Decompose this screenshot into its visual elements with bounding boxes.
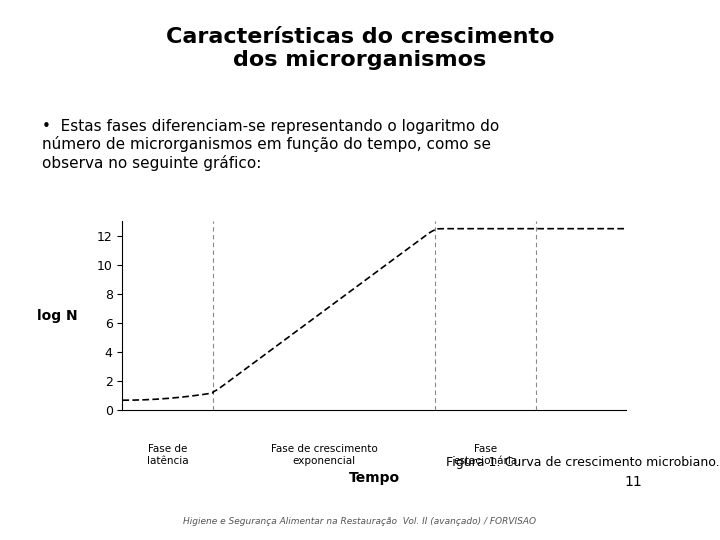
Text: Figura 1: Curva de crescimento microbiano.: Figura 1: Curva de crescimento microbian… bbox=[446, 456, 720, 469]
Text: •  Estas fases diferenciam-se representando o logaritmo do
número de microrganis: • Estas fases diferenciam-se representan… bbox=[42, 119, 499, 171]
Text: 11: 11 bbox=[625, 475, 642, 489]
Text: Higiene e Segurança Alimentar na Restauração  Vol. II (avançado) / FORVISAO: Higiene e Segurança Alimentar na Restaur… bbox=[184, 517, 536, 526]
Text: Características do crescimento
dos microrganismos: Características do crescimento dos micro… bbox=[166, 27, 554, 70]
Text: log N: log N bbox=[37, 309, 77, 323]
Text: Fase de
latência: Fase de latência bbox=[147, 444, 189, 466]
Text: Tempo: Tempo bbox=[348, 471, 400, 485]
Text: Fase de crescimento
exponencial: Fase de crescimento exponencial bbox=[271, 444, 377, 466]
Text: Fase
estacionária: Fase estacionária bbox=[453, 444, 518, 466]
